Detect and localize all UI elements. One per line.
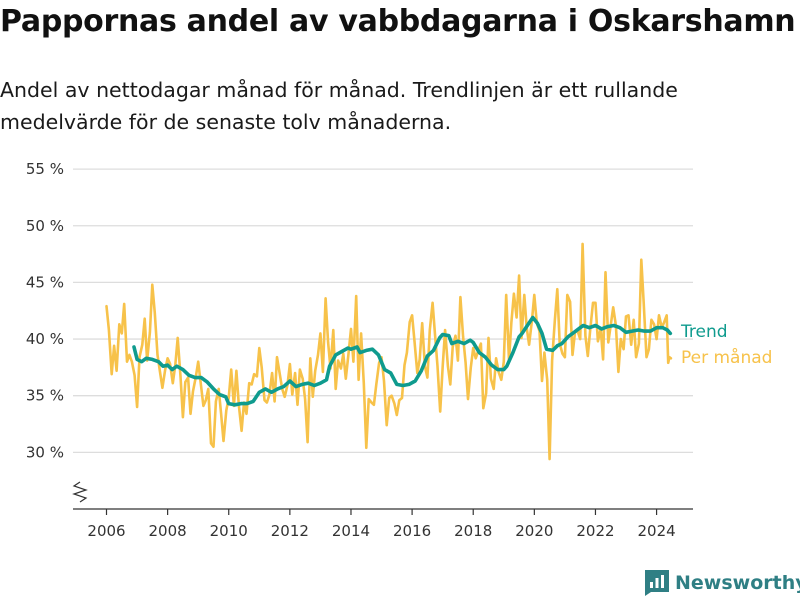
newsworthy-logo: Newsworthy xyxy=(645,570,800,596)
x-tick-label: 2006 xyxy=(87,522,125,540)
legend-trend: Trend xyxy=(680,322,728,342)
x-tick-label: 2010 xyxy=(210,522,248,540)
series-lines xyxy=(105,242,673,461)
x-axis-ticks: 2006 2008 2010 2012 2014 2016 2018 2020 2022 2024 xyxy=(87,509,676,540)
x-tick-label: 2014 xyxy=(332,522,370,540)
chart-subtitle: Andel av nettodagar månad för månad. Tre… xyxy=(0,78,678,134)
y-tick-label: 40 % xyxy=(26,330,64,348)
x-tick-label: 2020 xyxy=(515,522,553,540)
y-tick-label: 45 % xyxy=(26,273,64,291)
legend: Trend Per månad xyxy=(680,322,772,368)
line-chart: 30 % 35 % 40 % 45 % 50 % 55 % 2006 2008 2010 201… xyxy=(26,160,773,540)
legend-per-manad: Per månad xyxy=(681,347,772,368)
x-tick-label: 2012 xyxy=(271,522,309,540)
y-tick-label: 35 % xyxy=(26,387,64,405)
axis-break-icon xyxy=(72,481,88,503)
trend-line xyxy=(132,315,673,407)
monthly-line xyxy=(105,242,673,461)
x-tick-label: 2018 xyxy=(454,522,492,540)
gridlines xyxy=(73,168,693,454)
newsworthy-logo-icon xyxy=(645,570,669,596)
y-tick-label: 30 % xyxy=(26,443,64,461)
y-tick-label: 50 % xyxy=(26,217,64,235)
newsworthy-logo-text: Newsworthy xyxy=(675,572,800,594)
axes xyxy=(72,481,693,510)
y-axis-tick-labels: 30 % 35 % 40 % 45 % 50 % 55 % xyxy=(26,160,64,461)
y-tick-label: 55 % xyxy=(26,160,64,178)
chart-title: Pappornas andel av vabbdagarna i Oskarsh… xyxy=(0,4,796,39)
x-tick-label: 2016 xyxy=(393,522,431,540)
x-tick-label: 2022 xyxy=(576,522,614,540)
x-tick-label: 2024 xyxy=(637,522,675,540)
x-tick-label: 2008 xyxy=(149,522,187,540)
